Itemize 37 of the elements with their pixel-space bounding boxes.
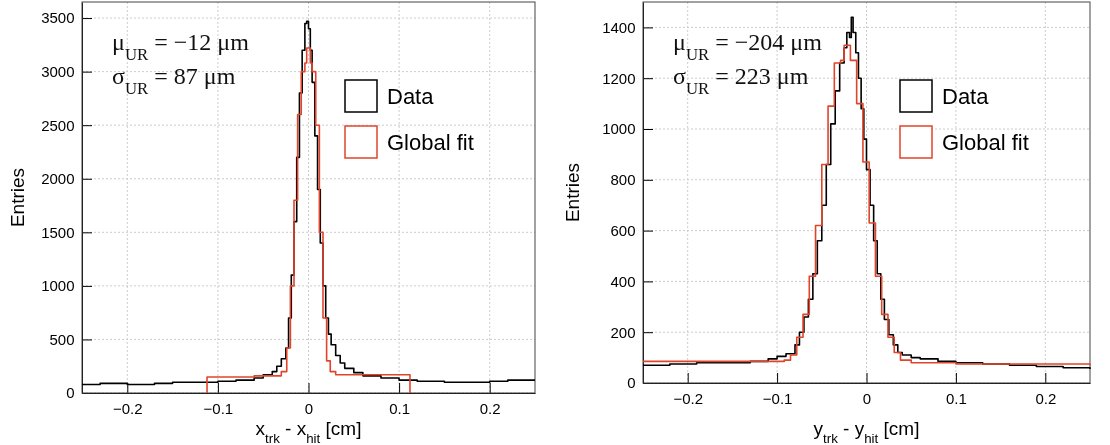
legend-label: Global fit bbox=[942, 130, 1029, 155]
y-tick-label: 800 bbox=[610, 171, 636, 189]
y-tick-label: 1200 bbox=[602, 69, 636, 87]
x-tick-label: 0.2 bbox=[1035, 390, 1057, 407]
y-tick-label: 3000 bbox=[41, 62, 75, 80]
y-tick-label: 500 bbox=[49, 330, 75, 348]
legend-label: Data bbox=[387, 84, 435, 109]
x-tick-label: −0.1 bbox=[203, 400, 234, 417]
annotation: σ$_{UR}$ = 87 μm bbox=[112, 63, 236, 98]
x-axis-title: y$_{trk}$ - y$_{hit}$ [cm] bbox=[813, 418, 920, 445]
y-tick-label: 2500 bbox=[41, 116, 75, 134]
annotation: σ$_{UR}$ = 223 μm bbox=[673, 63, 809, 98]
y-tick-label: 1000 bbox=[602, 120, 636, 138]
y-axis-title: Entries bbox=[7, 167, 28, 228]
y-tick-label: 3500 bbox=[41, 9, 75, 27]
y-tick-label: 1000 bbox=[41, 277, 75, 295]
annotation: μ$_{UR}$ = −12 μm bbox=[112, 29, 250, 64]
x-tick-label: −0.2 bbox=[112, 400, 143, 417]
x-tick-label: 0.1 bbox=[389, 400, 411, 417]
annotation: μ$_{UR}$ = −204 μm bbox=[673, 29, 823, 64]
y-tick-label: 200 bbox=[610, 323, 636, 341]
x-axis-title: x$_{trk}$ - x$_{hit}$ [cm] bbox=[255, 418, 362, 445]
x-tick-label: 0.1 bbox=[945, 390, 967, 407]
y-tick-label: 0 bbox=[627, 374, 636, 392]
y-tick-label: 400 bbox=[610, 272, 636, 290]
x-tick-label: 0.2 bbox=[479, 400, 501, 417]
y-axis-title: Entries bbox=[562, 162, 583, 223]
x-tick-label: −0.2 bbox=[673, 390, 704, 407]
y-tick-label: 1500 bbox=[41, 223, 75, 241]
legend-label: Global fit bbox=[387, 130, 474, 155]
legend-label: Data bbox=[942, 84, 990, 109]
x-tick-label: −0.1 bbox=[762, 390, 793, 407]
x-tick-label: 0 bbox=[862, 390, 872, 407]
y-tick-label: 2000 bbox=[41, 170, 75, 188]
x-tick-label: 0 bbox=[304, 400, 314, 417]
y-tick-label: 600 bbox=[610, 221, 636, 239]
y-tick-label: 1400 bbox=[602, 18, 636, 36]
